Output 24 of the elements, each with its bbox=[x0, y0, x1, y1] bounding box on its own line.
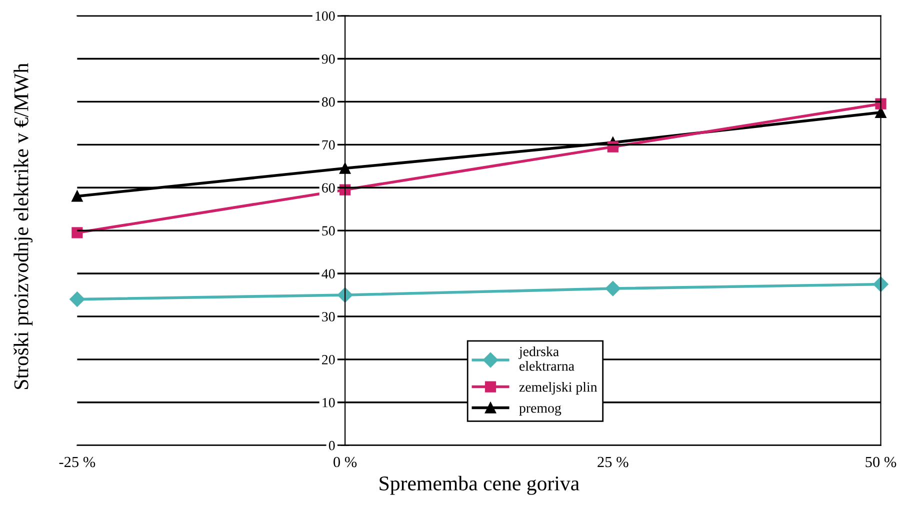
point bbox=[72, 190, 83, 202]
y-tick-label: 90 bbox=[322, 54, 335, 64]
y-tick-label: 100 bbox=[316, 11, 335, 21]
y-tick-label: 10 bbox=[322, 398, 335, 408]
x-tick-label: -25 % bbox=[59, 456, 96, 468]
y-tick-label: 40 bbox=[322, 269, 335, 278]
point bbox=[605, 280, 620, 296]
point bbox=[70, 292, 85, 307]
point bbox=[72, 227, 83, 238]
legend-label: jedrska elektrarna bbox=[518, 346, 574, 371]
legend-label: zemeljski plin bbox=[519, 382, 598, 395]
y-tick-label: 20 bbox=[322, 354, 335, 364]
legend-label: premog bbox=[519, 406, 562, 416]
x-tick-label: 0 % bbox=[334, 456, 357, 468]
y-tick-label: 0 bbox=[328, 440, 335, 450]
y-tick-label: 80 bbox=[322, 97, 335, 107]
x-axis-title: Sprememba cene goriva bbox=[380, 476, 580, 495]
y-tick-label: 60 bbox=[322, 183, 335, 193]
y-axis-title: Stroški proizvodnje elektrike v €/MWh bbox=[14, 63, 33, 389]
x-tick-label: 25 % bbox=[598, 456, 628, 468]
y-tick-label: 50 bbox=[322, 226, 335, 236]
x-tick-label: 50 % bbox=[866, 456, 896, 468]
y-tick-label: 30 bbox=[322, 312, 335, 322]
y-tick-label: 70 bbox=[322, 140, 335, 150]
